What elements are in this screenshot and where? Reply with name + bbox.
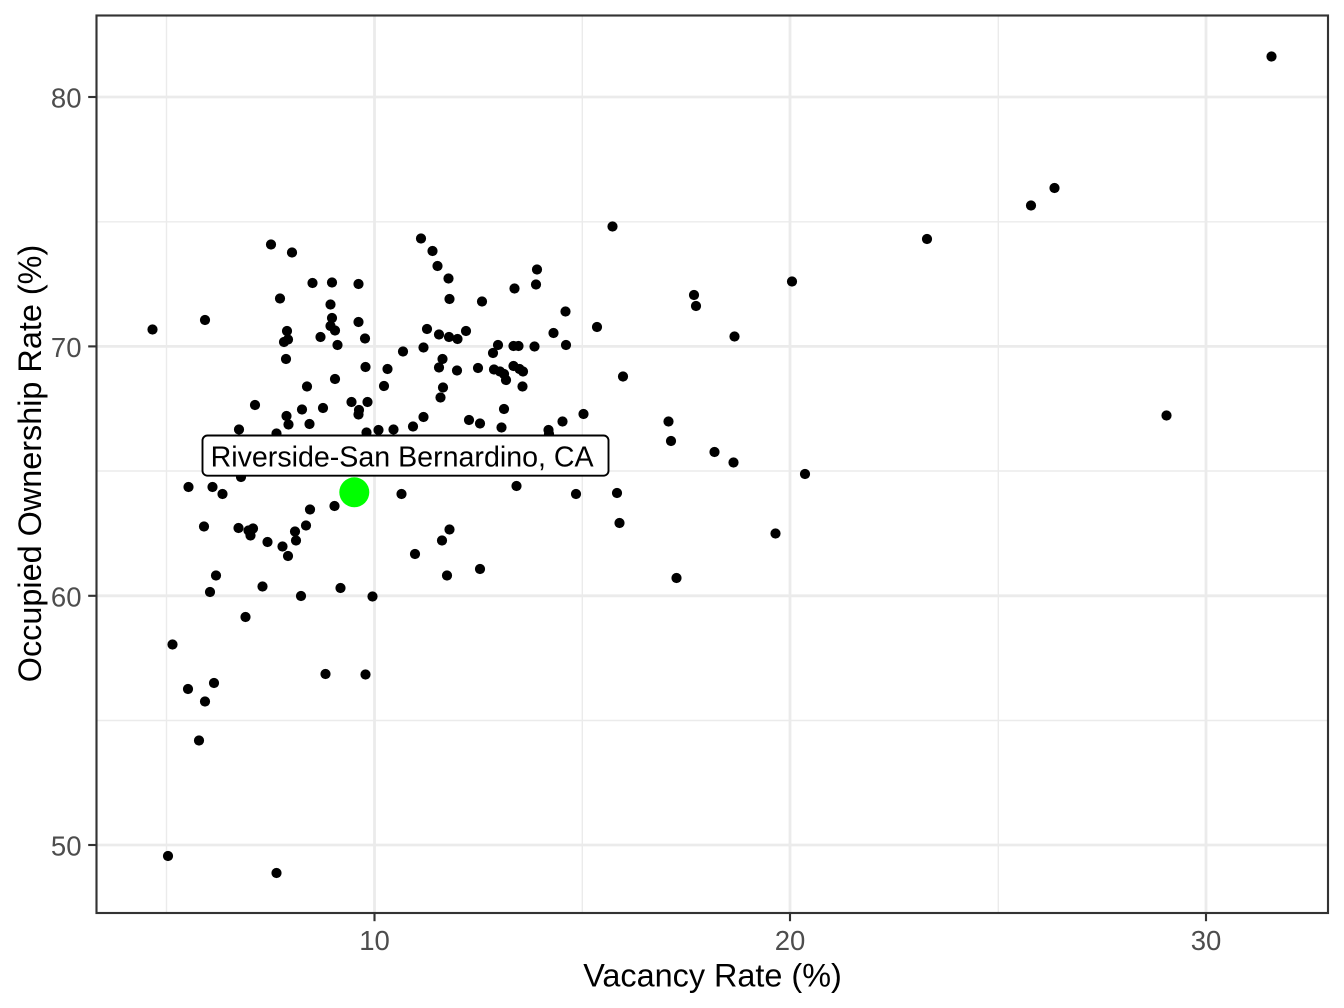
svg-text:Occupied Ownership Rate (%): Occupied Ownership Rate (%) (12, 245, 48, 682)
svg-text:20: 20 (775, 925, 806, 956)
svg-text:Riverside-San Bernardino, CA: Riverside-San Bernardino, CA (211, 441, 595, 473)
svg-text:10: 10 (359, 925, 390, 956)
svg-text:60: 60 (51, 582, 82, 613)
svg-text:70: 70 (51, 332, 82, 363)
svg-text:30: 30 (1191, 925, 1222, 956)
svg-text:50: 50 (51, 831, 82, 862)
svg-text:80: 80 (51, 83, 82, 114)
svg-text:Vacancy Rate (%): Vacancy Rate (%) (583, 958, 842, 994)
